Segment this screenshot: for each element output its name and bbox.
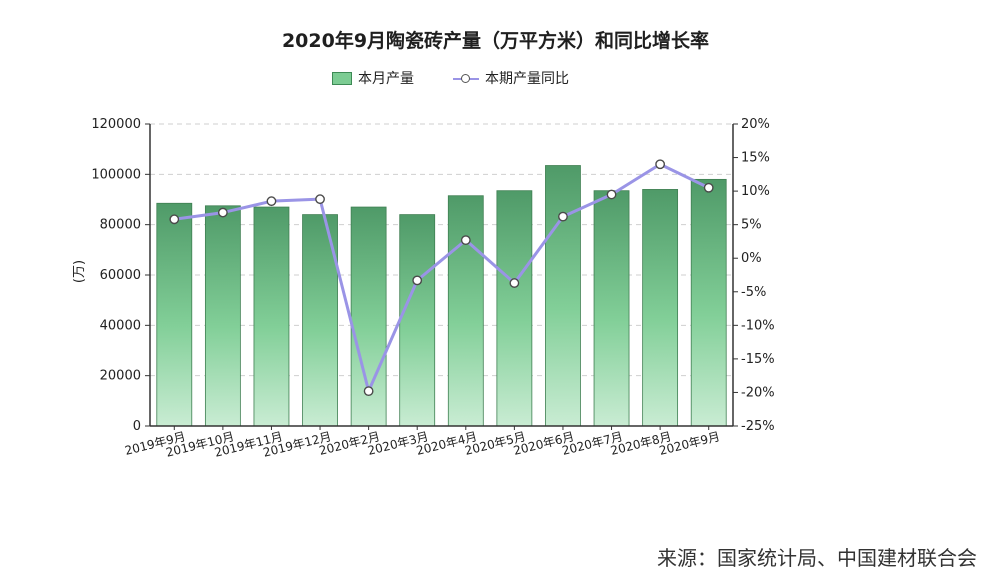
- bar: [593, 190, 630, 427]
- bar: [204, 205, 241, 427]
- legend-label-bars: 本月产量: [358, 71, 414, 87]
- bars-layer: [156, 165, 727, 427]
- y-tick-label: 0: [133, 419, 141, 434]
- line-layer: [169, 159, 714, 397]
- line-point: [703, 182, 714, 193]
- line-point: [655, 159, 666, 170]
- y-tick-label: 120000: [91, 117, 141, 132]
- line-point: [606, 189, 617, 200]
- y2-tick-label: -15%: [741, 352, 775, 367]
- legend-label-line: 本期产量同比: [485, 71, 569, 87]
- bar: [399, 214, 436, 427]
- right-axis-ticks: -25% -20% -15% -10% -5% 0% 5% 10% 15% 20%: [733, 117, 775, 434]
- line-point: [412, 275, 423, 286]
- line-point: [315, 194, 325, 205]
- line-point: [460, 235, 471, 246]
- legend-line-swatch: [453, 73, 479, 84]
- bar: [156, 202, 193, 427]
- legend-bar-swatch: [332, 71, 352, 85]
- legend-item-line: 本期产量同比: [453, 68, 569, 88]
- series-line: [174, 162, 710, 393]
- y-tick-label: 100000: [91, 167, 141, 182]
- y-tick-label: 40000: [100, 318, 141, 333]
- y2-tick-label: 5%: [741, 218, 762, 233]
- y2-tick-label: 10%: [741, 184, 770, 199]
- y-tick-label: 60000: [100, 268, 141, 283]
- bar: [447, 195, 484, 427]
- line-point: [363, 386, 374, 397]
- y2-tick-label: 0%: [741, 251, 762, 266]
- grid-lines: [150, 123, 733, 377]
- x-axis-ticks: 2019年9月2019年10月2019年11月2019年12月2020年2月20…: [123, 426, 721, 460]
- y2-tick-label: -20%: [741, 385, 775, 400]
- y-tick-label: 80000: [100, 218, 141, 233]
- y2-tick-label: 20%: [741, 117, 770, 132]
- bar: [642, 189, 679, 427]
- bar: [496, 190, 533, 427]
- line-point: [169, 214, 180, 225]
- line-point: [266, 196, 277, 207]
- y2-tick-label: -25%: [741, 419, 775, 434]
- y2-tick-label: 15%: [741, 151, 770, 166]
- bar: [253, 206, 290, 427]
- line-point: [558, 211, 568, 222]
- line-point: [217, 207, 228, 218]
- bar: [690, 178, 727, 427]
- source-note: 来源：国家统计局、中国建材联合会: [657, 546, 977, 570]
- y-tick-label: 20000: [100, 369, 141, 384]
- left-axis-ticks: 0 20000 40000 60000 80000 100000 120000: [91, 117, 150, 434]
- chart-legend: 本月产量 本期产量同比: [0, 68, 991, 90]
- legend-item-bars: 本月产量: [332, 68, 414, 88]
- chart-title: 2020年9月陶瓷砖产量（万平方米）和同比增长率: [281, 30, 710, 52]
- y2-tick-label: -10%: [741, 318, 775, 333]
- line-point: [509, 278, 520, 288]
- bar: [545, 165, 581, 427]
- y2-tick-label: -5%: [741, 285, 766, 300]
